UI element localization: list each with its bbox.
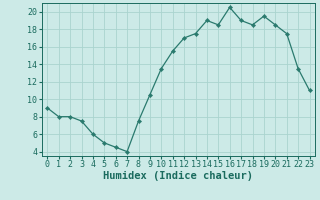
X-axis label: Humidex (Indice chaleur): Humidex (Indice chaleur) — [103, 171, 253, 181]
